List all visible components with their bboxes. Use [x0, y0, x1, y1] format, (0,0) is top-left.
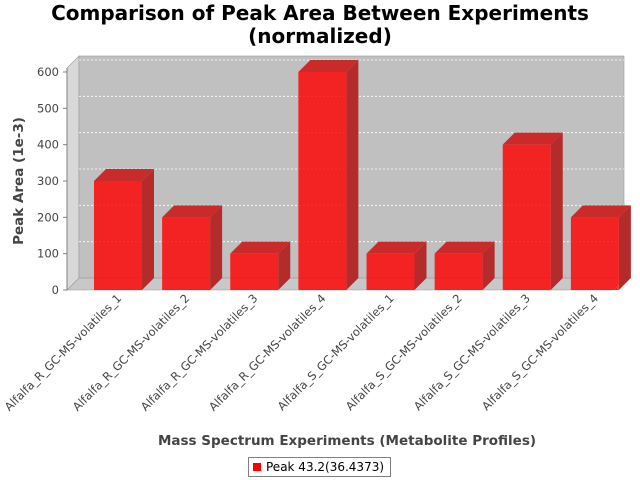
- bar-side: [482, 241, 495, 290]
- y-tick-label: 500: [37, 101, 59, 115]
- x-tick-label: Alfalfa_R_GC-MS-volatiles_3: [138, 291, 260, 413]
- chart-title-line-2: (normalized): [248, 24, 392, 48]
- bar: [94, 169, 154, 290]
- bar-top: [570, 205, 631, 218]
- y-tick-label: 0: [52, 283, 59, 297]
- bar-top: [162, 205, 223, 218]
- bar-front: [434, 253, 483, 290]
- chart-title: Comparison of Peak Area Between Experime…: [0, 2, 640, 48]
- x-tick-label: Alfalfa_S_GC-MS-volatiles_1: [275, 291, 397, 413]
- bar-top: [230, 241, 291, 254]
- bar-top: [366, 241, 427, 254]
- bar-front: [230, 253, 279, 290]
- plot-side-wall: [66, 55, 80, 291]
- y-tick-label: 200: [37, 210, 59, 224]
- bar-front: [162, 217, 211, 290]
- chart-title-line-1: Comparison of Peak Area Between Experime…: [51, 1, 589, 25]
- bar: [502, 132, 563, 290]
- y-axis: 0 100 200 300 400 500 600: [37, 65, 68, 297]
- bar-front: [94, 181, 142, 290]
- bar-side: [618, 205, 631, 290]
- bar-side: [550, 132, 563, 290]
- bar-side: [346, 60, 359, 290]
- bar: [434, 241, 495, 290]
- y-tick-label: 300: [37, 174, 59, 188]
- bar-top: [94, 169, 154, 181]
- bar-front: [570, 217, 619, 290]
- bar-front: [298, 72, 347, 290]
- bar-side: [278, 241, 291, 290]
- y-tick-label: 400: [37, 138, 59, 152]
- bar-front: [502, 144, 551, 290]
- legend: Peak 43.2(36.4373): [248, 457, 392, 477]
- x-tick-label: Alfalfa_S_GC-MS-volatiles_4: [479, 291, 601, 413]
- bars: [94, 60, 631, 290]
- bar-side: [142, 169, 154, 290]
- bar: [366, 241, 427, 290]
- bar-top: [298, 60, 359, 72]
- x-tick-label: Alfalfa_R_GC-MS-volatiles_1: [2, 291, 124, 413]
- y-axis-title: Peak Area (1e-3): [11, 117, 27, 245]
- x-tick-label: Alfalfa_R_GC-MS-volatiles_2: [70, 291, 192, 413]
- bar: [162, 205, 223, 290]
- x-axis: Alfalfa_R_GC-MS-volatiles_1Alfalfa_R_GC-…: [2, 291, 601, 413]
- bar: [230, 241, 291, 290]
- x-tick-label: Alfalfa_R_GC-MS-volatiles_4: [206, 291, 328, 413]
- bar: [570, 205, 631, 290]
- bar-side: [210, 205, 223, 290]
- x-tick-label: Alfalfa_S_GC-MS-volatiles_2: [343, 291, 465, 413]
- legend-swatch: [253, 463, 261, 471]
- x-axis-title: Mass Spectrum Experiments (Metabolite Pr…: [158, 433, 536, 449]
- bar-top: [502, 132, 563, 145]
- bar-front: [366, 253, 415, 290]
- bar: [298, 60, 359, 290]
- bar-top: [434, 241, 495, 254]
- bar-side: [414, 241, 427, 290]
- x-tick-label: Alfalfa_S_GC-MS-volatiles_3: [411, 291, 533, 413]
- y-tick-label: 600: [37, 65, 59, 79]
- legend-label: Peak 43.2(36.4373): [266, 460, 385, 474]
- y-tick-label: 100: [37, 247, 59, 261]
